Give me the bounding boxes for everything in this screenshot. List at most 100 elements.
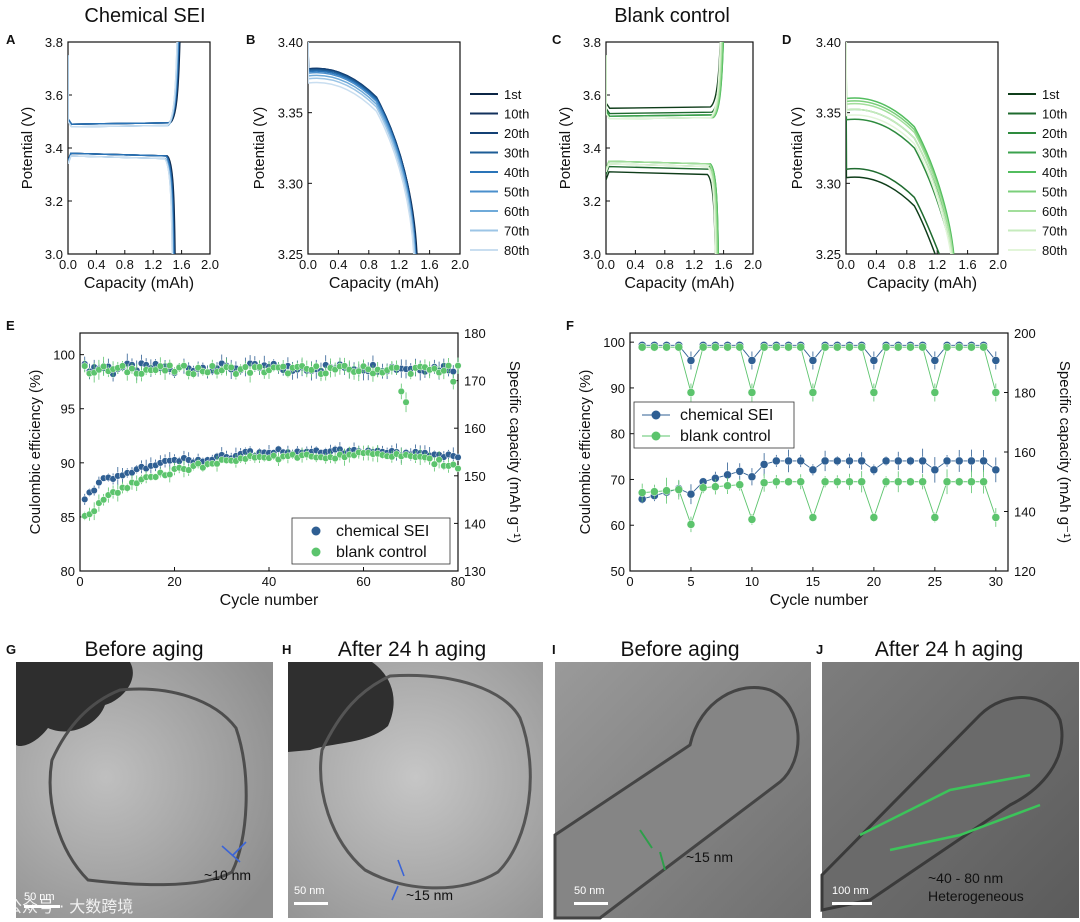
thickness-label-h: ~15 nm — [406, 887, 453, 903]
capacity-point — [942, 456, 952, 466]
x-tick-label: 0.4 — [329, 257, 347, 272]
x-tick-label: 0.0 — [837, 257, 855, 272]
y-tick-label: 3.35 — [278, 106, 303, 121]
y-tick-label: 70 — [611, 472, 625, 487]
scalebar-label-g: 50 nm — [24, 891, 55, 903]
thickness-arrow — [221, 841, 247, 863]
ce-point — [954, 342, 964, 352]
x-tick-label: 80 — [451, 574, 465, 589]
x-tick-label: 0.4 — [87, 257, 105, 272]
discharge-curve — [308, 42, 416, 254]
x-tick-label: 1.6 — [173, 257, 191, 272]
y-right-tick-label: 130 — [464, 564, 486, 579]
ce-point — [454, 362, 462, 370]
thickness-label-j: ~40 - 80 nm — [928, 870, 1003, 886]
y-tick-label: 90 — [61, 456, 75, 471]
capacity-point — [772, 456, 781, 466]
legend-label: blank control — [680, 428, 771, 445]
x-tick-label: 20 — [867, 574, 881, 589]
panel-letter-b: B — [246, 32, 255, 47]
y-axis-label: Potential (V) — [251, 107, 268, 190]
capacity-point — [869, 513, 879, 522]
ce-point — [161, 367, 169, 375]
y-tick-label: 3.30 — [816, 176, 841, 191]
ce-point — [402, 398, 410, 406]
x-tick-label: 1.2 — [390, 257, 408, 272]
y-tick-label: 3.25 — [278, 247, 303, 262]
ce-point — [322, 369, 330, 377]
ce-point — [894, 342, 903, 352]
ce-point — [930, 356, 940, 365]
scalebar-label-h: 50 nm — [294, 885, 325, 897]
charge-curve — [68, 42, 181, 125]
legend-label: 50th — [1042, 185, 1067, 200]
ce-point — [723, 342, 732, 352]
discharge-curve — [308, 42, 419, 254]
charge-curve — [68, 42, 180, 125]
capacity-point — [833, 456, 842, 466]
x-tick-label: 1.6 — [421, 257, 439, 272]
thickness-arrow — [391, 859, 405, 901]
capacity-point — [930, 513, 940, 522]
x-tick-label: 1.6 — [715, 257, 733, 272]
ce-point — [284, 369, 292, 377]
ce-point — [312, 362, 320, 370]
discharge-curve — [68, 152, 176, 254]
ce-point — [430, 365, 438, 373]
nanotube-body — [820, 696, 1064, 912]
discharge-curve — [606, 160, 719, 254]
x-axis-label: Capacity (mAh) — [84, 275, 194, 292]
x-tick-label: 40 — [262, 574, 276, 589]
capacity-point — [881, 456, 891, 466]
capacity-point — [331, 454, 339, 463]
y-tick-label: 3.2 — [583, 194, 601, 209]
capacity-point — [100, 496, 108, 504]
y-tick-label: 3.8 — [583, 35, 601, 50]
ce-point — [979, 342, 988, 352]
nanotube-body — [553, 685, 800, 920]
capacity-point — [845, 456, 854, 466]
discharge-curve — [68, 152, 175, 254]
discharge-curve — [308, 42, 418, 254]
capacity-point — [894, 456, 903, 466]
capacity-point — [449, 460, 457, 469]
charge-curve — [68, 42, 179, 128]
capacity-point — [857, 477, 866, 486]
ce-point — [735, 342, 744, 352]
ce-point — [137, 370, 145, 378]
discharge-curve — [606, 163, 719, 254]
capacity-point — [735, 467, 744, 476]
tem-title-i: Before aging — [620, 638, 739, 661]
charge-curve — [68, 42, 181, 125]
ce-point — [152, 366, 160, 374]
y-right-tick-label: 170 — [464, 374, 486, 389]
group-title-chemical-sei: Chemical SEI — [84, 5, 205, 27]
capacity-point — [833, 477, 842, 486]
discharge-curve — [846, 42, 956, 254]
legend-label: 80th — [504, 243, 529, 258]
y-tick-label: 3.0 — [45, 247, 63, 262]
capacity-point — [430, 460, 438, 468]
ce-point — [686, 388, 696, 397]
capacity-point — [152, 473, 160, 481]
y-tick-label: 3.35 — [816, 106, 841, 121]
x-tick-label: 25 — [928, 574, 942, 589]
dark-particle-cluster — [288, 662, 394, 752]
capacity-point — [711, 482, 720, 491]
scalebar-h — [294, 902, 328, 905]
y-axis-label: Coulombic efficiency (%) — [27, 370, 44, 535]
ce-point — [449, 368, 457, 376]
capacity-point — [991, 465, 1001, 475]
capacity-point — [95, 478, 103, 487]
ce-point — [808, 388, 818, 397]
capacity-point — [698, 483, 708, 492]
x-tick-label: 0.8 — [656, 257, 674, 272]
ce-point — [407, 370, 415, 378]
ce-point — [208, 362, 216, 370]
y-tick-label: 3.6 — [583, 88, 601, 103]
scalebar-g — [24, 905, 60, 908]
ce-point — [166, 361, 174, 370]
y-tick-label: 80 — [61, 564, 75, 579]
capacity-line — [642, 481, 997, 526]
